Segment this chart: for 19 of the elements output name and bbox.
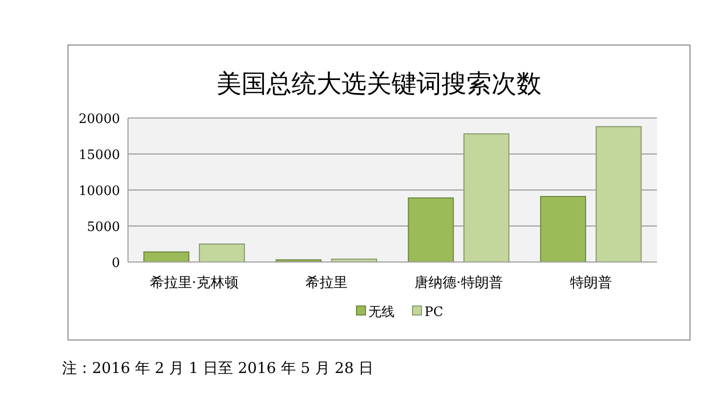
x-tick-label: 唐纳德·特朗普 [414,274,503,291]
bar [596,126,642,262]
bar [198,244,245,262]
x-tick-label: 特朗普 [570,274,612,291]
y-tick-label: 5000 [86,220,120,235]
bar [463,133,510,262]
x-tick-label: 希拉里 [305,275,348,291]
y-tick-label: 15000 [78,148,120,163]
legend-label: 无线 [368,305,394,320]
bar [408,197,454,262]
chart-title: 美国总统大选关键词搜索次数 [216,69,542,98]
bar [540,196,586,262]
y-tick-label: 10000 [78,184,120,199]
y-tick-label: 0 [112,256,120,271]
bar [143,251,190,262]
y-tick-label: 20000 [78,112,120,127]
text: 注：2016 年 2 月 1 日至 2016 年 5 月 28 日 [62,359,374,377]
x-tick-label: 希拉里·克林顿 [150,275,238,291]
legend-label: PC [424,305,444,320]
